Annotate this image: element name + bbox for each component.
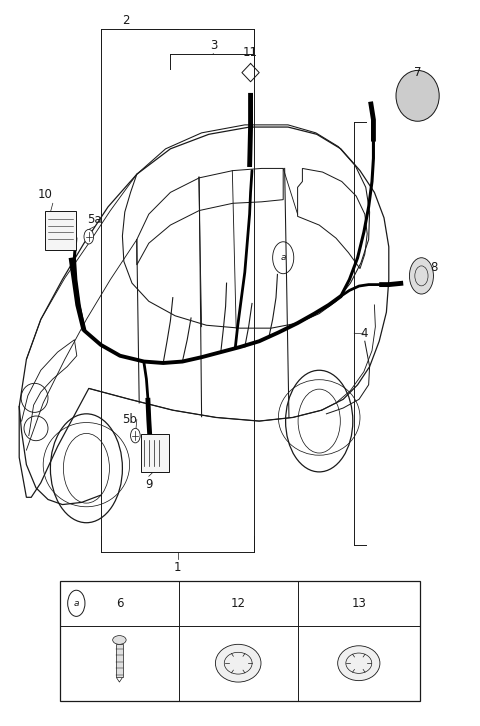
- Ellipse shape: [113, 636, 126, 645]
- Text: 2: 2: [122, 14, 130, 27]
- Text: 13: 13: [351, 597, 366, 610]
- Bar: [60, 581, 420, 701]
- Ellipse shape: [396, 70, 439, 121]
- Bar: [116, 645, 123, 677]
- Text: 11: 11: [243, 46, 258, 59]
- Circle shape: [409, 258, 433, 294]
- Text: 9: 9: [145, 478, 153, 492]
- FancyBboxPatch shape: [45, 211, 76, 250]
- Text: 4: 4: [360, 327, 368, 340]
- Ellipse shape: [337, 646, 380, 681]
- Ellipse shape: [216, 645, 261, 682]
- Text: 3: 3: [210, 38, 217, 52]
- Text: 12: 12: [231, 597, 246, 610]
- Text: 5b: 5b: [122, 413, 137, 426]
- Text: 8: 8: [431, 261, 438, 274]
- Text: 5a: 5a: [87, 213, 102, 226]
- FancyBboxPatch shape: [141, 434, 169, 472]
- Text: a: a: [73, 599, 79, 608]
- Text: 7: 7: [414, 66, 421, 79]
- Text: a: a: [280, 253, 286, 262]
- Text: 1: 1: [174, 561, 181, 574]
- Circle shape: [131, 428, 140, 443]
- Circle shape: [84, 229, 94, 244]
- Text: 6: 6: [116, 597, 123, 610]
- Text: 10: 10: [38, 188, 53, 201]
